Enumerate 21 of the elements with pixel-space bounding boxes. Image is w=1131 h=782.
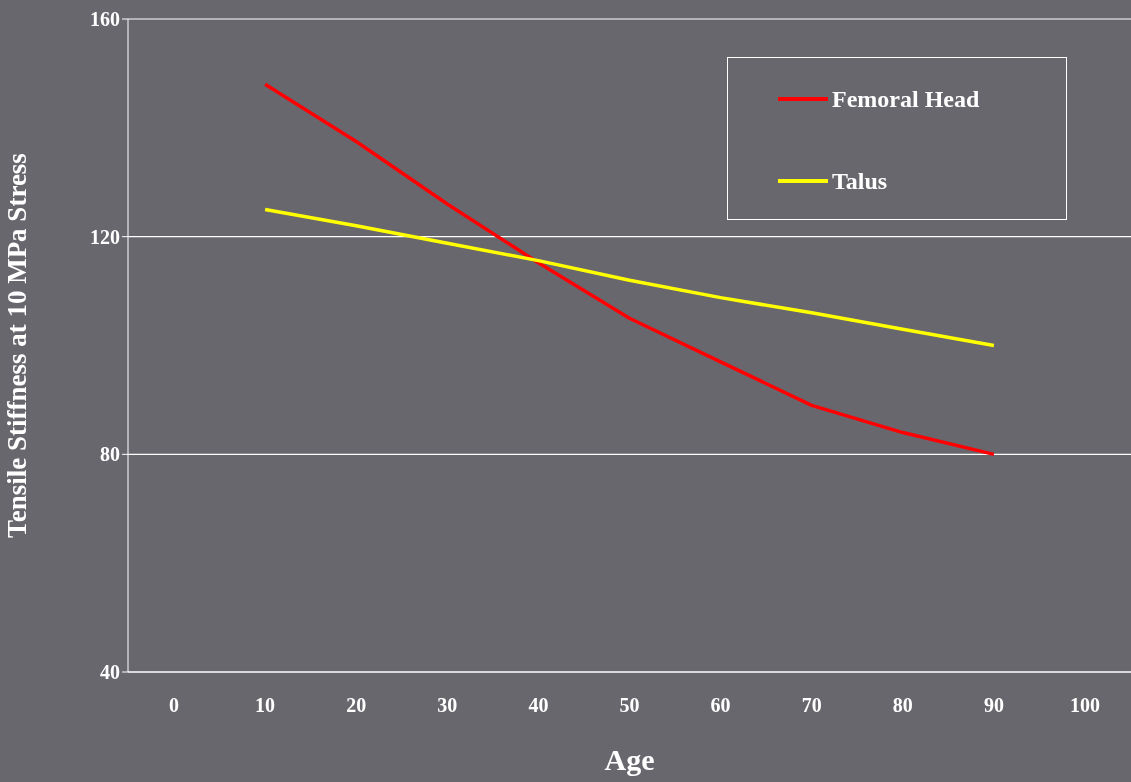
line-series xyxy=(263,82,996,457)
x-tick-label: 10 xyxy=(255,694,276,717)
y-tick-label: 80 xyxy=(100,443,120,466)
y-tick-label: 120 xyxy=(90,225,120,248)
x-tick-label: 80 xyxy=(892,694,913,717)
y-axis-title: Tensile Stiffness at 10 MPa Stress xyxy=(1,153,32,538)
y-tick-label: 40 xyxy=(100,661,120,684)
x-tick-label: 60 xyxy=(710,694,731,717)
x-tick-label: 100 xyxy=(1070,694,1100,717)
x-tick-label: 70 xyxy=(801,694,822,717)
legend-label: Talus xyxy=(832,167,888,195)
x-tick-label: 0 xyxy=(169,694,179,717)
x-tick-label: 90 xyxy=(983,694,1004,717)
x-tick-label: 50 xyxy=(619,694,640,717)
x-tick-label: 20 xyxy=(346,694,367,717)
legend-label: Femoral Head xyxy=(832,85,980,113)
x-tick-label: 40 xyxy=(528,694,549,717)
y-tick-label: 160 xyxy=(90,8,120,31)
line-series xyxy=(263,207,996,348)
x-axis-title: Age xyxy=(604,743,655,776)
x-tick-label: 30 xyxy=(437,694,458,717)
